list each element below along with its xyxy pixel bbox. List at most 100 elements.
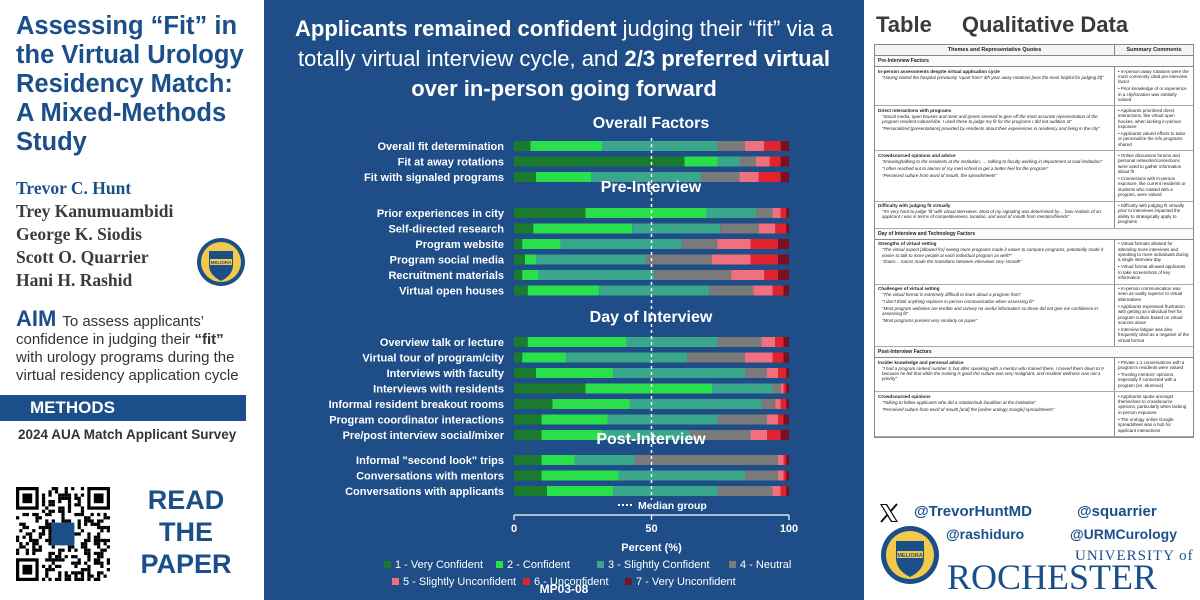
bar-segment bbox=[536, 368, 613, 378]
bar-label: Conversations with mentors bbox=[356, 471, 504, 483]
university-seal-icon: MELIORA bbox=[197, 238, 245, 286]
theme-title: Direct interactions with programs bbox=[878, 107, 952, 113]
legend-swatch bbox=[597, 561, 604, 568]
x-logo-icon[interactable] bbox=[878, 502, 900, 524]
table-cell-summary: Difficulty with judging fit virtually pr… bbox=[1115, 202, 1193, 228]
bar-label: Program coordinator interactions bbox=[329, 415, 504, 427]
representative-quote: “Perceived culture from word of mouth, t… bbox=[882, 172, 997, 178]
bar-segment bbox=[541, 455, 575, 465]
table-cell-themes: Insider knowledge and personal advice “I … bbox=[875, 358, 1115, 392]
bar-segment bbox=[780, 156, 789, 167]
bar-segment bbox=[750, 239, 778, 249]
bar-segment bbox=[602, 430, 690, 440]
x-tick-label: 100 bbox=[780, 523, 798, 535]
handle-squarrier[interactable]: @squarrier bbox=[1077, 503, 1157, 520]
representative-quote: “I had a program ranked number 3, but af… bbox=[882, 365, 1104, 382]
read-the-paper-link[interactable]: READ THE PAPER bbox=[126, 484, 246, 580]
summary-comment: Applicants expressed frustration with ge… bbox=[1118, 304, 1190, 326]
bar-label: Overall fit determination bbox=[377, 141, 504, 153]
bar-segment bbox=[720, 223, 759, 234]
left-column: Assessing “Fit” in the Virtual Urology R… bbox=[0, 0, 262, 600]
table-cell-summary: In-person communication was seen as vast… bbox=[1115, 285, 1193, 347]
representative-quote: “Knowing/talking to the residents at the… bbox=[882, 158, 1103, 164]
methods-label: METHODS bbox=[0, 395, 246, 421]
bar-segment bbox=[522, 270, 539, 280]
aim-text-1: To assess applicants’ confidence in judg… bbox=[16, 313, 204, 348]
right-column: Table Qualitative Data Themes and Represe… bbox=[866, 0, 1200, 600]
bar-label: Conversations with applicants bbox=[345, 486, 504, 498]
bar-segment bbox=[778, 455, 784, 465]
x-tick-label: 0 bbox=[511, 523, 517, 535]
bar-segment bbox=[786, 470, 789, 481]
bar-segment bbox=[780, 486, 787, 496]
table-cell-summary: Applicants spoke amongst themselves to c… bbox=[1115, 392, 1193, 436]
bar-segment bbox=[780, 383, 784, 394]
handle-rashiduro[interactable]: @rashiduro bbox=[946, 526, 1025, 542]
summary-comment: Applicants valued efforts to tailor or p… bbox=[1118, 131, 1190, 147]
table-col-header-summary: Summary Comments bbox=[1126, 47, 1182, 53]
bar-segment bbox=[635, 455, 778, 465]
rochester-wordmark: ROCHESTER bbox=[947, 557, 1158, 597]
summary-comment: Private 1:1 conversations with a program… bbox=[1118, 360, 1190, 371]
handle-trevor[interactable]: @TrevorHuntMD bbox=[914, 503, 1032, 520]
summary-comment: Online discussion forums and personal ne… bbox=[1118, 153, 1190, 175]
theme-title: Insider knowledge and personal advice bbox=[878, 359, 964, 365]
bar-label: Virtual tour of program/city bbox=[362, 353, 504, 365]
representative-quote: “The virtual format is extremely difficu… bbox=[882, 292, 1022, 297]
bar-segment bbox=[764, 141, 781, 151]
table-cell-themes: Difficulty with judging fit virtually “It… bbox=[875, 201, 1115, 228]
bar-segment bbox=[536, 254, 646, 265]
bar-segment bbox=[514, 486, 547, 496]
headline-bold-1: Applicants remained confident bbox=[295, 16, 617, 41]
bar-segment bbox=[786, 208, 789, 218]
table-row: Crowdsourced opinions and advice “Knowing… bbox=[875, 151, 1193, 202]
summary-comment: Difficulty with judging fit virtually pr… bbox=[1118, 203, 1190, 225]
bar-segment bbox=[514, 270, 523, 280]
theme-title: In-person assessments despite virtual ap… bbox=[878, 68, 1000, 74]
table-cell-summary: Private 1:1 conversations with a program… bbox=[1115, 358, 1193, 391]
author-list: Trevor C. Hunt Trey Kanumuambidi George … bbox=[16, 177, 250, 292]
bar-segment bbox=[585, 383, 712, 394]
table-row: Difficulty with judging fit virtually “It… bbox=[875, 201, 1193, 229]
bar-segment bbox=[514, 399, 553, 409]
bar-segment bbox=[775, 399, 781, 409]
bar-segment bbox=[632, 223, 721, 234]
representative-quote: “Social media, open houses and meet and … bbox=[882, 113, 1098, 125]
bar-segment bbox=[717, 156, 740, 167]
aim-statement: AIM To assess applicants’ confidence in j… bbox=[16, 308, 250, 385]
bar-segment bbox=[753, 285, 773, 296]
bar-segment bbox=[536, 172, 591, 182]
bar-segment bbox=[566, 352, 688, 363]
table-header: Table Qualitative Data bbox=[876, 12, 1128, 38]
table-row: Challenges of virtual setting “The virtua… bbox=[875, 284, 1193, 348]
theme-title: Strengths of virtual setting bbox=[878, 241, 937, 247]
summary-comment: Interview fatigue was also frequently ci… bbox=[1118, 327, 1190, 343]
table-cell-summary: Online discussion forums and personal ne… bbox=[1115, 151, 1193, 200]
bar-segment bbox=[783, 455, 787, 465]
group-title: Day of Interview bbox=[590, 309, 713, 326]
bar-segment bbox=[778, 254, 789, 265]
bar-segment bbox=[761, 399, 776, 409]
legend-item: 6 - Unconfident bbox=[534, 576, 609, 588]
bar-segment bbox=[750, 430, 767, 440]
title-line-3: Residency Match: bbox=[16, 70, 233, 98]
handle-urmcurology[interactable]: @URMCurology bbox=[1070, 526, 1177, 542]
qr-code-icon[interactable] bbox=[16, 487, 110, 581]
title-line-4: A Mixed-Methods bbox=[16, 99, 227, 127]
bar-segment bbox=[533, 223, 633, 234]
representative-quote: “It’s very hard to judge ‘fit’ with virt… bbox=[882, 209, 1102, 220]
qualitative-data-table: Themes and Representative Quotes Summary… bbox=[874, 44, 1194, 438]
bar-segment bbox=[778, 470, 784, 481]
author-3: George K. Siodis bbox=[16, 224, 142, 244]
bar-segment bbox=[767, 368, 778, 378]
title-line-5: Study bbox=[16, 128, 87, 156]
bar-segment bbox=[514, 414, 542, 425]
bar-segment bbox=[772, 383, 781, 394]
table-header-row: Themes and Representative Quotes Summary… bbox=[875, 45, 1193, 56]
summary-comment: The urology online Google spreadsheet wa… bbox=[1118, 417, 1190, 433]
summary-comment: In-person communication was seen as vast… bbox=[1118, 286, 1190, 302]
theme-title: Crowdsourced opinions and advice bbox=[878, 152, 956, 158]
bar-segment bbox=[514, 223, 534, 234]
representative-quote: “Most program websites are terrible and … bbox=[882, 305, 1098, 317]
legend-item: 4 - Neutral bbox=[740, 559, 791, 571]
